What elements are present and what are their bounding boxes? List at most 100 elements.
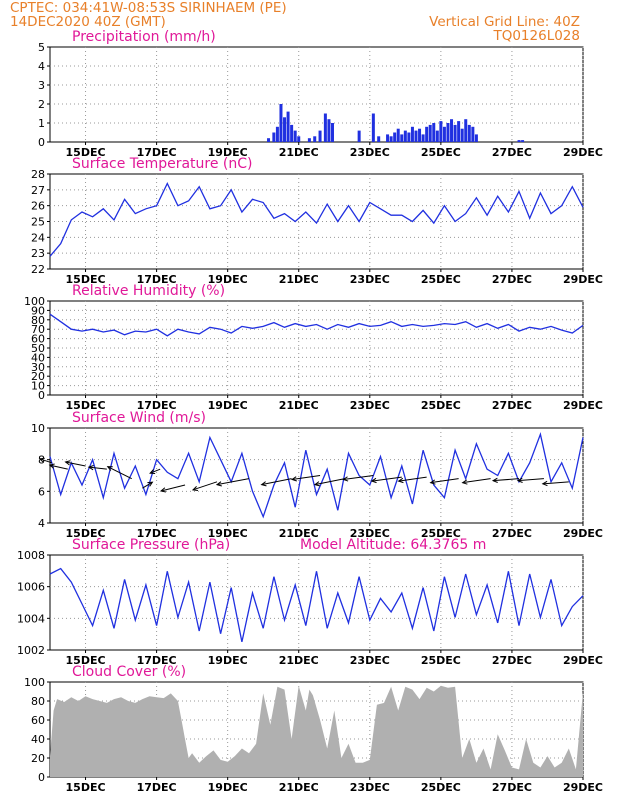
precipitation-bar (294, 131, 297, 142)
wind-xtick-label: 29DEC (563, 527, 603, 540)
pressure-xtick-label: 25DEC (421, 654, 461, 667)
precipitation-xtick-label: 25DEC (421, 146, 461, 159)
cloud-cover-xtick-label: 15DEC (66, 781, 106, 794)
temperature-xtick-label: 27DEC (492, 273, 532, 286)
header-run-date: 14DEC2020 40Z (GMT) (10, 14, 166, 30)
precipitation-bar (457, 121, 460, 142)
precipitation-bar (308, 138, 311, 142)
temperature-ytick-label: 27 (31, 184, 45, 197)
precipitation-bar (397, 129, 400, 142)
precipitation-bar (446, 123, 449, 142)
temperature-ytick-label: 28 (31, 168, 45, 181)
precipitation-bar (404, 131, 407, 142)
wind-ytick-label: 4 (38, 517, 45, 530)
humidity-xtick-label: 19DEC (208, 399, 248, 412)
precipitation-bar (279, 104, 282, 142)
pressure-xtick-label: 19DEC (208, 654, 248, 667)
cloud-cover-ytick-label: 40 (31, 733, 45, 746)
cloud-cover-xtick-label: 17DEC (137, 781, 177, 794)
cloud-cover-ytick-label: 100 (24, 676, 45, 689)
precipitation-xtick-label: 21DEC (279, 146, 319, 159)
temperature-xtick-label: 23DEC (350, 273, 390, 286)
precipitation-ytick-label: 1 (38, 117, 45, 130)
wind-ytick-label: 6 (38, 485, 45, 498)
precipitation-bar (468, 125, 471, 142)
pressure-xtick-label: 21DEC (279, 654, 319, 667)
pressure-xtick-label: 29DEC (563, 654, 603, 667)
temperature-xtick-label: 29DEC (563, 273, 603, 286)
precipitation-bar (400, 134, 403, 142)
precipitation-bar (411, 127, 414, 142)
pressure-ytick-label: 1004 (17, 612, 45, 625)
cloud-cover-ytick-label: 80 (31, 695, 45, 708)
precipitation-bar (313, 136, 316, 142)
cloud-cover-xtick-label: 19DEC (208, 781, 248, 794)
precipitation-bar (272, 133, 275, 143)
precipitation-bar (324, 114, 327, 143)
wind-title: Surface Wind (m/s) (72, 410, 206, 426)
precipitation-bar (290, 125, 293, 142)
precipitation-ytick-label: 2 (38, 98, 45, 111)
precipitation-bar (518, 140, 521, 142)
humidity-ytick-label: 100 (24, 295, 45, 308)
precipitation-xtick-label: 29DEC (563, 146, 603, 159)
precipitation-bar (407, 133, 410, 143)
cloud-cover-xtick-label: 25DEC (421, 781, 461, 794)
precipitation-bar (422, 134, 425, 142)
precipitation-bar (429, 125, 432, 142)
precipitation-ytick-label: 0 (38, 136, 45, 149)
precipitation-bar (475, 134, 478, 142)
wind-xtick-label: 27DEC (492, 527, 532, 540)
cloud-cover-xtick-label: 27DEC (492, 781, 532, 794)
temperature-ytick-label: 23 (31, 247, 45, 260)
precipitation-bar (450, 119, 453, 142)
precipitation-bar (319, 131, 322, 142)
precipitation-bar (414, 131, 417, 142)
precipitation-ytick-label: 3 (38, 79, 45, 92)
pressure-ytick-label: 1006 (17, 581, 45, 594)
cloud-cover-ytick-label: 20 (31, 752, 45, 765)
temperature-ytick-label: 25 (31, 216, 45, 229)
precipitation-bar (436, 131, 439, 142)
pressure-ytick-label: 1008 (17, 549, 45, 562)
humidity-xtick-label: 21DEC (279, 399, 319, 412)
cloud-cover-title: Cloud Cover (%) (72, 664, 186, 680)
humidity-title: Relative Humidity (%) (72, 283, 225, 299)
temperature-ytick-label: 26 (31, 200, 45, 213)
pressure-ytick-label: 1002 (17, 644, 45, 657)
precipitation-bar (418, 129, 421, 142)
precipitation-bar (287, 112, 290, 142)
precipitation-bar (372, 114, 375, 143)
precipitation-bar (464, 119, 467, 142)
temperature-frame (50, 174, 583, 269)
precipitation-bar (454, 125, 457, 142)
humidity-xtick-label: 23DEC (350, 399, 390, 412)
temperature-xtick-label: 21DEC (279, 273, 319, 286)
precipitation-bar (521, 140, 524, 142)
humidity-xtick-label: 25DEC (421, 399, 461, 412)
pressure-xtick-label: 27DEC (492, 654, 532, 667)
precipitation-bar (386, 134, 389, 142)
precipitation-bar (276, 127, 279, 142)
precipitation-bar (358, 131, 361, 142)
precipitation-bar (377, 136, 380, 142)
temperature-xtick-label: 25DEC (421, 273, 461, 286)
pressure-xtick-label: 23DEC (350, 654, 390, 667)
temperature-title: Surface Temperature (nC) (72, 156, 253, 172)
cloud-cover-xtick-label: 21DEC (279, 781, 319, 794)
humidity-frame (50, 301, 583, 395)
cloud-cover-ytick-label: 0 (38, 771, 45, 784)
pressure-frame (50, 555, 583, 650)
precipitation-bar (393, 133, 396, 143)
precipitation-bar (331, 123, 334, 142)
pressure-title: Surface Pressure (hPa) (72, 537, 230, 553)
precipitation-bar (390, 136, 393, 142)
header-model-code: TQ0126L028 (492, 28, 580, 44)
